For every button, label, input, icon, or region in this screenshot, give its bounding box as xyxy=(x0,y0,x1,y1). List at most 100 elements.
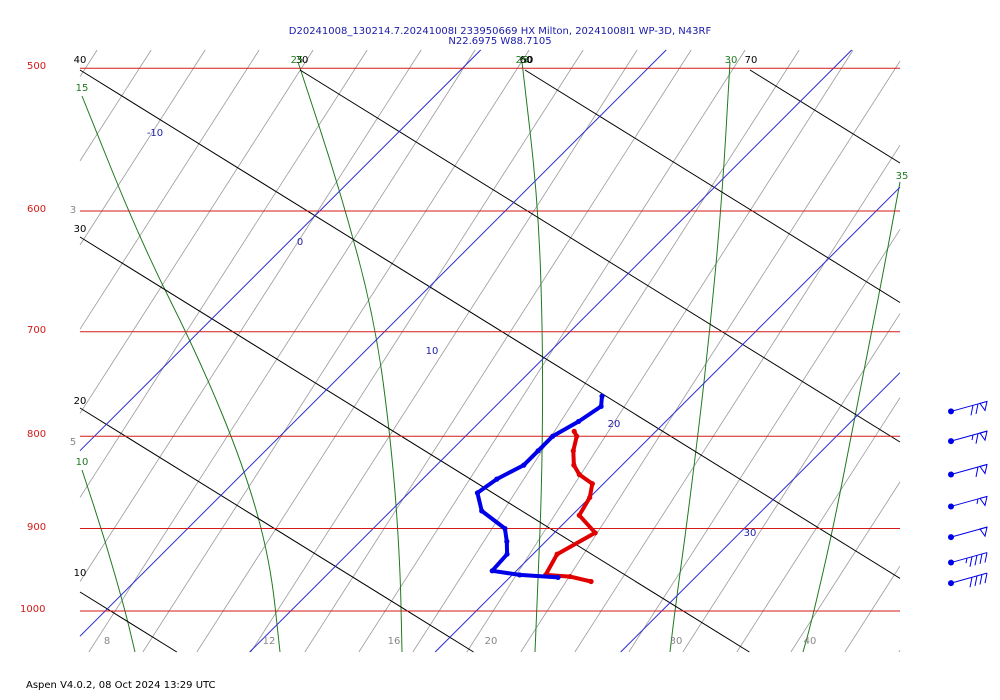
temp-label-30: 30 xyxy=(670,636,683,647)
wind-barb-flag xyxy=(979,430,988,442)
chart-title-line1: D20241008_130214.7.20241008I 233950669 H… xyxy=(289,26,712,37)
mixing-ratio-line xyxy=(412,49,800,653)
wind-barb-full xyxy=(975,433,979,444)
moist-adiabat-label-15: 15 xyxy=(76,83,89,94)
temp-label-8: 8 xyxy=(104,636,110,647)
dry-adiabat-label-70: 70 xyxy=(745,55,758,66)
dewpoint-point xyxy=(504,538,510,545)
moist-adiabat-curve xyxy=(802,181,901,653)
temp-label-16: 16 xyxy=(388,636,401,647)
mixing-ratio-line xyxy=(844,565,901,653)
isotherm-label-20: 20 xyxy=(608,419,621,430)
pressure-label-800: 800 xyxy=(27,429,46,440)
mixing-ratio-line xyxy=(736,397,901,653)
pressure-label-700: 700 xyxy=(27,325,46,336)
moist-adiabat-curve xyxy=(521,61,544,653)
wind-barb-full xyxy=(969,577,973,588)
wind-barb-flag xyxy=(979,526,988,538)
temperature-axis-labels: 8 12 16 20 30 40 xyxy=(104,636,817,647)
pressure-axis-labels: 500 600 700 800 900 1000 xyxy=(20,61,46,615)
moist-adiabat-curve xyxy=(81,469,136,653)
pressure-label-1000: 1000 xyxy=(20,604,45,615)
wind-barbs xyxy=(948,400,988,588)
temperature-point xyxy=(567,573,573,580)
dry-adiabat-label-10: 10 xyxy=(74,568,87,579)
dry-adiabat-label-30: 30 xyxy=(74,224,87,235)
temp-label-40: 40 xyxy=(804,636,817,647)
dewpoint-point xyxy=(474,490,481,496)
mixing-ratio-line xyxy=(196,49,584,653)
temperature-line xyxy=(543,429,598,584)
mixing-ratio-line xyxy=(682,313,901,653)
mixing-ratio-line xyxy=(250,49,638,653)
mixing-ratio-line xyxy=(628,229,901,653)
wind-barb-full xyxy=(974,575,978,586)
footer-version: Aspen V4.0.2, 08 Oct 2024 13:29 UTC xyxy=(26,680,216,691)
mixing-ratio-labels: 3 5 xyxy=(70,205,76,448)
mixing-ratio-line xyxy=(88,49,476,653)
dry-adiabat-label-60: 60 xyxy=(520,55,533,66)
dry-adiabat-label-30b: 30 xyxy=(296,55,309,66)
dry-adiabat-line xyxy=(79,236,750,653)
isotherm-line xyxy=(79,49,667,637)
wind-barb-half xyxy=(965,558,968,564)
isotherms xyxy=(79,49,901,653)
mixing-ratio-line xyxy=(898,649,901,653)
dewpoint-point xyxy=(575,418,582,425)
mixing-ratio-line xyxy=(466,49,854,653)
dry-adiabat-line xyxy=(749,69,901,164)
mixing-ratio-label-5: 5 xyxy=(70,437,76,448)
isotherm-line xyxy=(620,372,901,653)
wind-barb-shaft xyxy=(950,552,988,564)
dry-adiabat-label-20: 20 xyxy=(74,396,87,407)
pressure-label-500: 500 xyxy=(27,61,46,72)
dewpoint-point xyxy=(479,508,485,514)
isotherm-line xyxy=(434,186,901,653)
dewpoint-point xyxy=(535,448,541,454)
pressure-label-900: 900 xyxy=(27,522,46,533)
dewpoint-point xyxy=(555,574,561,581)
temp-label-20: 20 xyxy=(485,636,498,647)
isotherm-label-30: 30 xyxy=(744,528,757,539)
wind-barb-full xyxy=(969,556,973,567)
mixing-ratio-line xyxy=(142,49,530,653)
moist-adiabat-labels: 15 10 25 25 30 35 xyxy=(76,55,909,468)
mixing-ratio-line xyxy=(79,49,260,330)
wind-barb-flag xyxy=(979,463,988,475)
wind-barb-full xyxy=(970,405,974,416)
dewpoint-point xyxy=(550,433,556,439)
mixing-ratio-line xyxy=(79,49,206,246)
wind-barb-full xyxy=(974,555,978,566)
mixing-ratio-line xyxy=(79,49,152,162)
wind-barb-flag xyxy=(979,495,988,507)
mixing-ratio-line xyxy=(79,49,314,414)
wind-barb-full xyxy=(984,573,988,584)
moist-adiabat-label-25a: 25 xyxy=(291,55,304,66)
moist-adiabat-label-30: 30 xyxy=(725,55,738,66)
chart-title-line2: N22.6975 W88.7105 xyxy=(448,36,551,47)
temperature-point xyxy=(576,471,582,478)
mixing-ratio-line xyxy=(304,49,692,653)
dry-adiabat-label-50: 50 xyxy=(521,55,534,66)
wind-barb-full xyxy=(975,466,979,478)
moist-adiabat-curve xyxy=(297,61,403,653)
moist-adiabat-label-35: 35 xyxy=(896,171,909,182)
wind-barb-full xyxy=(979,574,983,585)
mixing-ratio-line xyxy=(358,49,746,653)
moist-adiabat-curve xyxy=(669,61,731,653)
dry-adiabat-line xyxy=(299,69,901,443)
isobars xyxy=(80,67,900,612)
mixing-ratio-line xyxy=(79,49,368,498)
dewpoint-point xyxy=(521,462,527,468)
moist-adiabat-label-10: 10 xyxy=(76,457,89,468)
mixing-ratio-line xyxy=(79,49,422,582)
temp-label-12: 12 xyxy=(263,636,276,647)
temperature-point xyxy=(571,462,577,468)
mixing-ratio-line xyxy=(520,60,901,653)
mixing-ratio-line xyxy=(574,145,901,653)
wind-barb-full xyxy=(975,403,979,415)
dewpoint-point xyxy=(504,551,510,557)
isotherm-label-0: 0 xyxy=(297,237,303,248)
dewpoint-line xyxy=(475,394,604,580)
isotherm-line xyxy=(79,49,482,452)
